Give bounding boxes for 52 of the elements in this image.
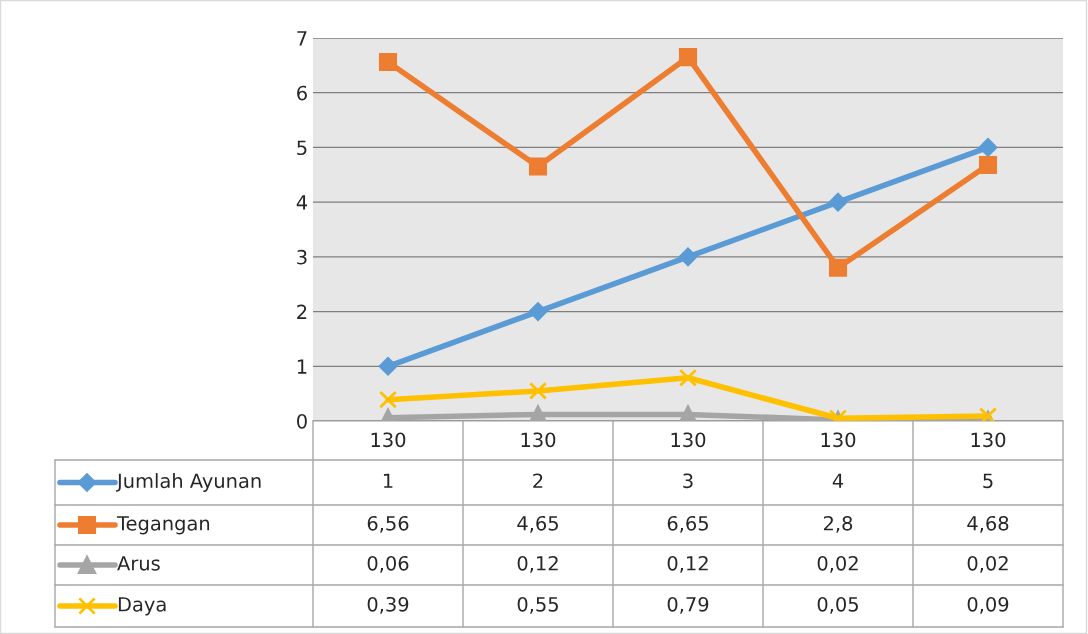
point bbox=[828, 258, 848, 277]
y-tick-label: 5 bbox=[297, 140, 307, 156]
data-label: 0,02 bbox=[967, 555, 1008, 573]
point bbox=[678, 48, 698, 67]
point bbox=[978, 155, 998, 174]
x-tick-label: 130 bbox=[821, 432, 856, 448]
y-tick-label: 4 bbox=[296, 195, 308, 210]
legend-label: Daya bbox=[118, 597, 166, 616]
data-label: 0,02 bbox=[817, 555, 858, 573]
point bbox=[828, 192, 848, 212]
data-label: 4,65 bbox=[517, 515, 558, 533]
legend-label: Arus bbox=[117, 556, 160, 571]
point bbox=[678, 368, 698, 387]
data-label: 0,79 bbox=[667, 596, 709, 614]
point bbox=[528, 381, 548, 400]
data-label: 5 bbox=[983, 473, 993, 489]
data-label: 3 bbox=[683, 473, 693, 489]
point bbox=[378, 357, 398, 376]
point bbox=[528, 302, 548, 321]
point bbox=[378, 390, 398, 409]
x-tick-label: 130 bbox=[521, 432, 556, 448]
point bbox=[528, 157, 548, 176]
x-tick-label: 130 bbox=[971, 432, 1006, 448]
point bbox=[678, 247, 698, 267]
y-tick-label: 7 bbox=[297, 31, 307, 46]
data-label: 0,09 bbox=[967, 596, 1009, 614]
x-tick-label: 130 bbox=[371, 432, 406, 448]
data-label: 1 bbox=[383, 473, 393, 488]
data-label: 2,8 bbox=[823, 515, 853, 533]
legend-label: Jumlah Ayunan bbox=[115, 473, 261, 492]
y-tick-label: 3 bbox=[297, 249, 307, 265]
y-tick-label: 1 bbox=[297, 359, 307, 374]
y-tick-label: 0 bbox=[297, 413, 307, 429]
legend-label: Tegangan bbox=[116, 516, 210, 535]
point bbox=[378, 53, 398, 72]
data-label: 2 bbox=[533, 473, 543, 488]
point bbox=[528, 405, 548, 421]
data-label: 0,06 bbox=[367, 555, 409, 573]
data-label: 6,65 bbox=[667, 515, 708, 533]
data-label: 4 bbox=[832, 473, 844, 488]
point bbox=[978, 138, 998, 157]
data-label: 0,55 bbox=[517, 596, 558, 614]
data-label: 6,56 bbox=[367, 515, 409, 533]
data-label: 0,12 bbox=[667, 555, 708, 573]
y-tick-label: 6 bbox=[297, 85, 307, 101]
data-label: 0,39 bbox=[367, 596, 409, 614]
data-label: 4,68 bbox=[967, 515, 1009, 533]
y-tick-label: 2 bbox=[297, 304, 307, 319]
x-tick-label: 130 bbox=[671, 432, 706, 448]
point bbox=[678, 405, 698, 421]
data-label: 0,12 bbox=[517, 555, 558, 573]
data-label: 0,05 bbox=[817, 596, 858, 614]
